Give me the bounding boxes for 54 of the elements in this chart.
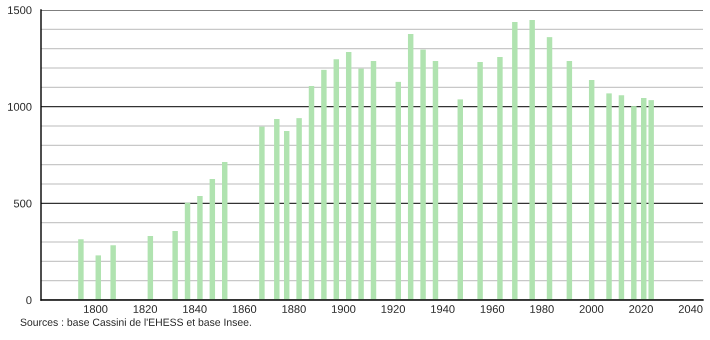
bar	[346, 52, 352, 300]
bar	[296, 118, 302, 300]
bar	[148, 236, 154, 300]
x-tick-label: 1880	[282, 305, 306, 314]
bar	[259, 126, 265, 300]
x-tick-label: 1920	[382, 305, 405, 314]
x-tick-label: 2020	[629, 305, 653, 314]
bar	[408, 34, 414, 300]
x-tick-label: 2000	[580, 305, 604, 314]
bar	[110, 245, 116, 300]
bar	[172, 230, 178, 300]
bar	[396, 82, 402, 300]
bar	[321, 70, 327, 300]
y-tick-label: 1000	[8, 102, 32, 111]
bar	[529, 20, 535, 300]
bar	[210, 178, 216, 300]
x-tick-label: 1860	[232, 305, 256, 314]
x-tick-label: 1820	[134, 305, 158, 314]
bar	[588, 80, 594, 300]
bar	[274, 119, 280, 300]
bar	[606, 93, 612, 300]
bar	[618, 95, 624, 300]
bar	[420, 50, 426, 300]
bar	[197, 196, 203, 300]
x-tick-label: 1900	[332, 305, 356, 314]
x-tick-label: 2040	[678, 305, 703, 314]
bar	[432, 61, 438, 300]
bar	[308, 86, 314, 300]
y-tick-label: 500	[14, 200, 32, 208]
bar	[631, 106, 637, 300]
bar	[96, 255, 101, 300]
bar	[458, 99, 463, 300]
y-tick-label: 0	[26, 296, 32, 304]
bar	[370, 61, 376, 300]
x-tick-label: 1980	[530, 305, 554, 314]
bar	[222, 162, 228, 300]
bar	[648, 100, 654, 300]
bar	[284, 131, 290, 300]
x-tick-label: 1960	[480, 305, 504, 314]
y-tick-label: 1500	[8, 6, 32, 14]
bar	[358, 68, 364, 300]
bar	[497, 56, 503, 300]
x-tick-label: 1840	[183, 305, 207, 314]
bar	[334, 59, 340, 300]
source-note: Sources : base Cassini de l'EHESS et base Insee.	[20, 318, 251, 326]
x-tick-label: 1800	[84, 305, 108, 314]
bar	[477, 62, 483, 300]
bar	[184, 202, 190, 300]
bar	[512, 22, 518, 300]
bar	[78, 239, 84, 300]
x-tick-label: 1940	[431, 305, 455, 314]
bar	[566, 61, 572, 300]
bar	[641, 98, 646, 300]
bar	[546, 37, 552, 300]
